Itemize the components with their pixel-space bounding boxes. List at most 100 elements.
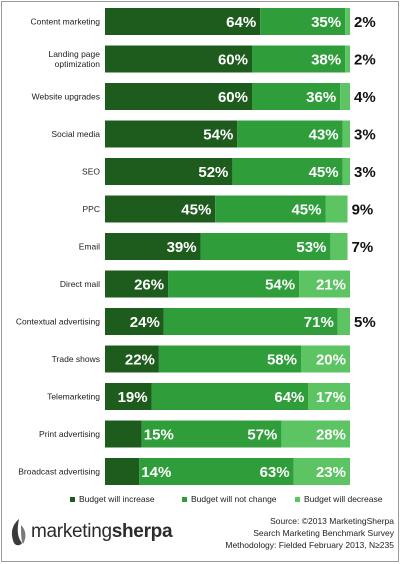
bar-segment [105,195,216,223]
bar-segment [105,83,252,110]
value-label: 63% [260,464,290,481]
legend-label-decrease: Budget will decrease [304,494,383,504]
legend-item-increase: Budget will increase [70,494,155,504]
value-label: 23% [316,464,346,481]
bar-segment [105,308,164,335]
category-label: Content marketing [31,17,101,27]
value-label: 17% [316,389,346,406]
category-label: Direct mail [60,279,100,289]
category-label-line: Trade shows [52,354,100,364]
bar-segment [237,120,343,148]
value-label: 22% [125,352,155,369]
category-label-line: SEO [82,167,100,177]
legend-swatch-no-change [182,496,187,502]
marketingsherpa-logo: marketing sherpa [8,512,173,552]
bar-segment [105,345,159,373]
value-label: 5% [354,314,376,331]
value-label: 35% [311,14,341,31]
value-label: 64% [274,389,304,406]
bar-segment [105,383,152,410]
category-label-line: Social media [51,129,100,139]
category-label-line: Contextual advertising [16,317,100,327]
bar-segment [158,345,301,373]
value-label: 71% [304,314,334,331]
value-label: 28% [316,427,346,444]
bar-segment [105,158,233,185]
mountain-logo-icon [11,519,26,546]
value-label: 26% [134,277,164,294]
value-label: 3% [354,164,376,181]
category-label: Website upgrades [32,92,100,102]
bar-segment [151,383,309,410]
value-label: 39% [167,239,197,256]
value-label: 21% [316,277,346,294]
category-label-line: PPC [83,204,100,214]
source-line-1: Source: ©2013 MarketingSherpa [270,516,394,526]
value-label: 38% [311,52,341,69]
value-label: 54% [265,277,295,294]
value-label: 36% [306,89,336,106]
bar-segment [141,420,282,448]
value-label: 60% [218,89,248,106]
category-label-line: Direct mail [60,279,100,289]
legend-item-decrease: Budget will decrease [295,494,382,504]
category-label-line: Content marketing [31,17,101,27]
value-label: 58% [267,352,297,369]
value-label: 45% [181,202,211,219]
category-label: Social media [51,129,100,139]
source-line-3: Methodology: Fielded February 2013, N≥23… [225,540,394,550]
bar-segment [299,270,350,298]
bar-segment [330,233,348,260]
category-label-line: optimization [55,59,101,69]
bar-segment [163,308,338,335]
value-label: 4% [354,89,376,106]
category-label: Email [79,242,100,252]
category-label-line: Landing page [48,49,100,59]
value-label: 2% [354,52,376,69]
bar-segment [105,420,142,448]
value-label: 9% [352,202,374,219]
logo-word-marketing: marketing [31,521,112,542]
value-label: 24% [130,314,160,331]
value-label: 20% [316,352,346,369]
value-label: 3% [354,127,376,144]
category-label: Contextual advertising [16,317,100,327]
category-label: Telemarketing [47,392,100,402]
bar-segment [252,83,341,110]
category-label-line: Website upgrades [32,92,100,102]
bar-segment [200,233,331,260]
value-label: 15% [144,427,174,444]
value-label: 14% [141,464,171,481]
value-label: 45% [309,164,339,181]
bar-segment [342,120,350,148]
category-label: Broadcast advertising [18,467,100,477]
bar-segment [342,158,350,185]
category-label: Trade shows [52,354,100,364]
bar-segment [345,45,350,73]
logo-word-sherpa: sherpa [111,521,173,542]
bar-segment [105,458,140,485]
legend-label-no-change: Budget will not change [191,494,277,504]
value-label: 43% [309,127,339,144]
legend-swatch-increase [70,496,75,502]
bar-segment [105,45,252,73]
value-label: 64% [226,14,256,31]
bar-segment [105,8,261,35]
category-label-line: Broadcast advertising [18,467,100,477]
value-label: 45% [291,202,321,219]
source-line-2: Search Marketing Benchmark Survey [253,528,394,538]
bar-segment [281,420,350,448]
category-label-line: Telemarketing [47,392,100,402]
bar-segment [232,158,343,185]
bar-segment [105,233,201,260]
bar-segment [293,458,350,485]
value-label: 54% [203,127,233,144]
value-label: 52% [198,164,228,181]
bar-segment [337,308,350,335]
legend-label-increase: Budget will increase [79,494,155,504]
bar-segment [301,345,350,373]
legend-item-no-change: Budget will not change [182,494,277,504]
category-label: SEO [82,167,100,177]
value-label: 7% [352,239,374,256]
